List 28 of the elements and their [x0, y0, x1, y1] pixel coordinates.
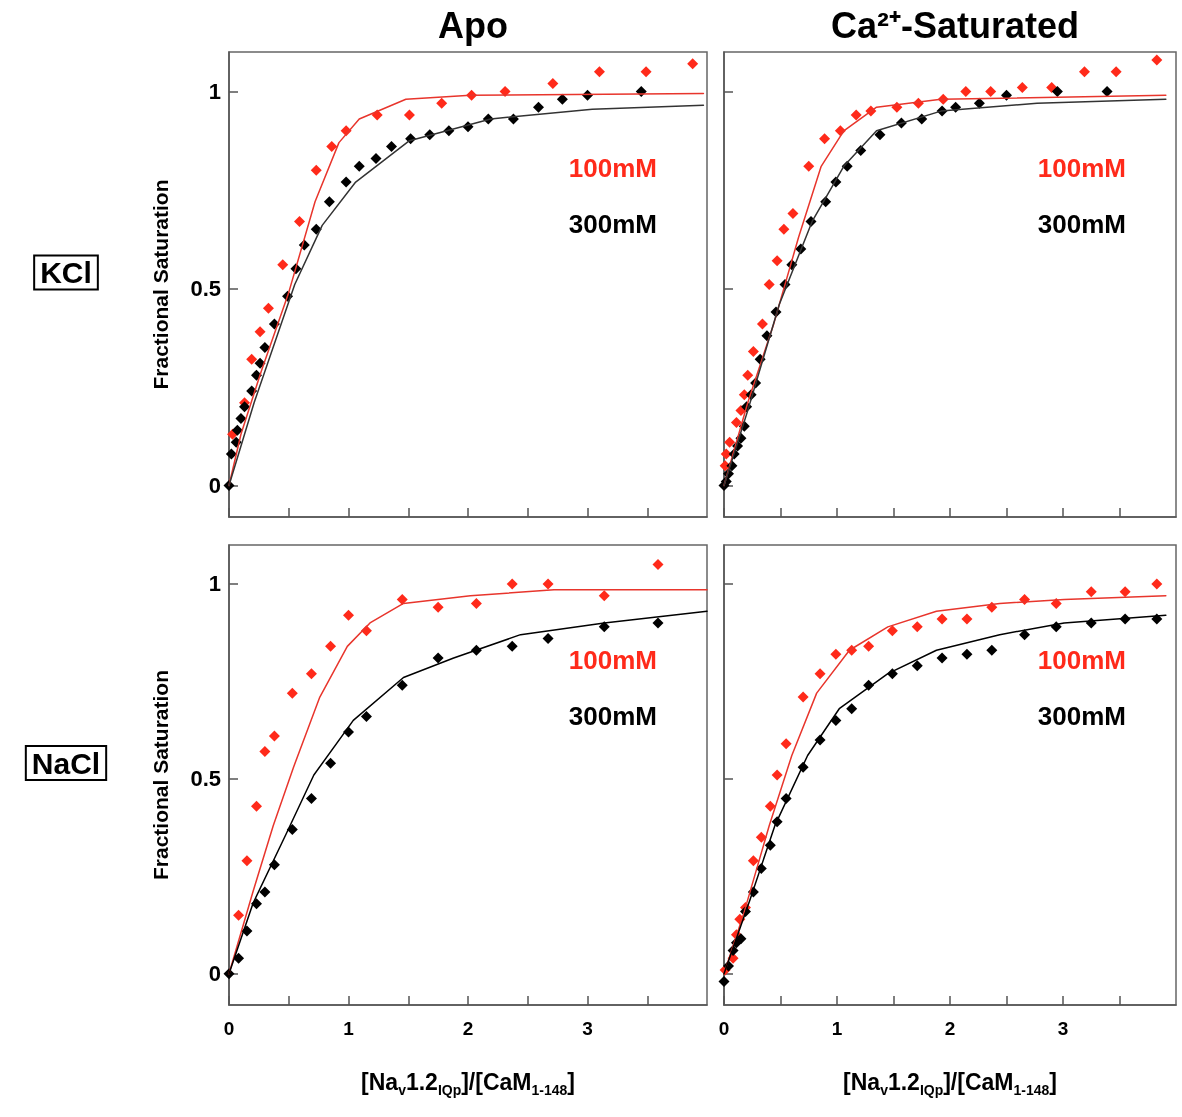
y-tick-label: 0.5 [190, 766, 221, 792]
y-axis-title: Fractional Saturation [149, 669, 172, 881]
x-tick-label: 0 [718, 1018, 730, 1039]
x-tick-label: 1 [343, 1018, 355, 1039]
chart-title: Ca²⁺-Saturated [830, 4, 1080, 46]
x-tick-label: 3 [1057, 1018, 1069, 1039]
text: 300mM [568, 208, 657, 239]
x-tick-label: 2 [944, 1018, 956, 1039]
y-tick-label: 1 [208, 571, 221, 597]
text: NaCl [31, 746, 101, 780]
text: 100mM [568, 152, 657, 183]
y-axis-title: Fractional Saturation [149, 179, 172, 390]
x-tick-label: 2 [462, 1018, 474, 1039]
text: KCl [40, 256, 92, 289]
text: 300mM [1037, 700, 1126, 731]
series-label: 100mM [1037, 644, 1126, 675]
text: 100mM [568, 644, 657, 675]
x-tick-label: 1 [831, 1018, 843, 1039]
chart-title: Apo [438, 4, 508, 46]
y-tick-label: 0 [208, 472, 221, 498]
text: 300mM [1037, 208, 1126, 239]
y-tick-label: 0 [208, 961, 221, 987]
text: 100mM [1037, 152, 1126, 183]
y-tick-label: 0.5 [190, 275, 221, 301]
text: 300mM [568, 700, 657, 731]
y-tick-label: 1 [208, 78, 221, 104]
x-tick-label: 3 [582, 1018, 593, 1039]
x-tick-label: 0 [223, 1018, 235, 1039]
